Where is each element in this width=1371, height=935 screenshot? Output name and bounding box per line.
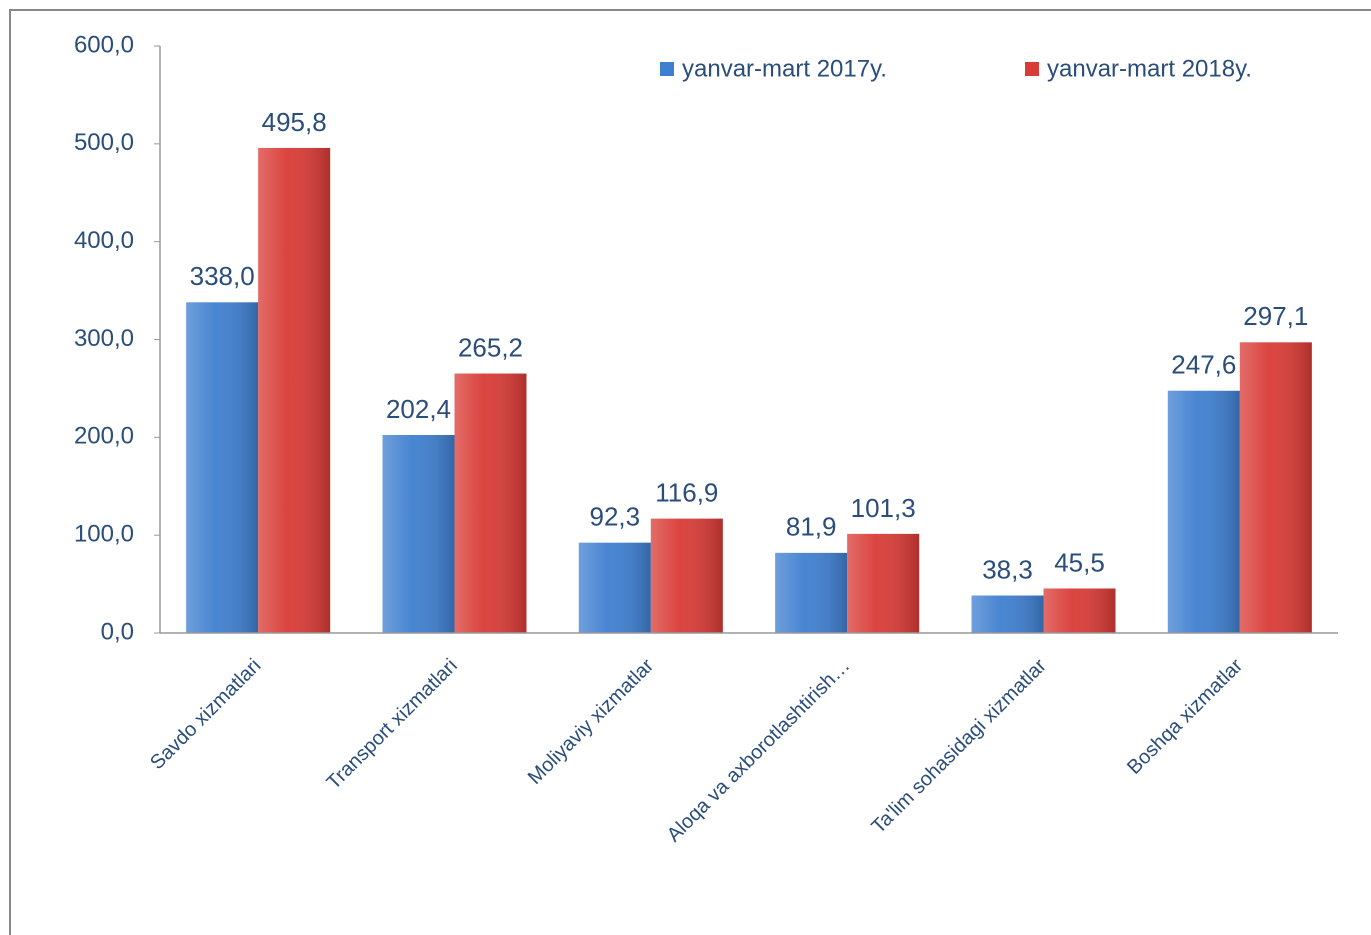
data-label: 45,5	[1054, 547, 1105, 577]
y-tick-label: 600,0	[74, 31, 134, 58]
y-tick-label: 200,0	[74, 423, 134, 450]
legend-label: yanvar-mart 2018y.	[1047, 55, 1252, 82]
data-label: 495,8	[262, 107, 327, 137]
legend-swatch	[1025, 62, 1039, 76]
y-tick-label: 500,0	[74, 129, 134, 156]
y-tick-label: 400,0	[74, 227, 134, 254]
x-tick-label: Ta'lim sohasidagi xizmatlar	[867, 654, 1051, 838]
bar-shade	[971, 595, 1044, 633]
frame	[9, 9, 1371, 935]
y-tick-label: 300,0	[74, 325, 134, 352]
data-label: 265,2	[458, 332, 523, 362]
bar-shade	[1239, 342, 1312, 633]
bar-shade	[1043, 588, 1116, 633]
data-label: 297,1	[1243, 301, 1308, 331]
y-tick-label: 0,0	[101, 618, 134, 645]
data-label: 338,0	[190, 261, 255, 291]
x-tick-label: Boshqa xizmatlar	[1123, 654, 1247, 778]
data-label: 116,9	[655, 478, 718, 508]
data-label: 202,4	[386, 394, 451, 424]
bar-shade	[258, 147, 331, 634]
bar-shade	[1167, 390, 1240, 633]
data-label: 38,3	[982, 554, 1033, 584]
x-tick-label: Savdo xizmatlari	[146, 655, 265, 774]
data-label: 92,3	[590, 502, 641, 532]
x-tick-label: Transport xizmatlari	[323, 655, 462, 794]
bar-shade	[775, 552, 848, 633]
bar-shade	[186, 302, 259, 633]
data-label: 101,3	[851, 493, 916, 523]
bar-shade	[454, 373, 527, 633]
legend-label: yanvar-mart 2017y.	[682, 55, 887, 82]
bar-shade	[382, 434, 455, 633]
bar-shade	[650, 518, 723, 633]
x-tick-label: Moliyaviy xizmatlar	[524, 654, 658, 788]
data-label: 81,9	[786, 512, 837, 542]
legend-swatch	[660, 62, 674, 76]
data-label: 247,6	[1171, 350, 1236, 380]
y-tick-label: 100,0	[74, 521, 134, 548]
bar-shade	[847, 533, 920, 633]
x-tick-label: Aloqa va axborotlashtirish…	[663, 655, 855, 847]
bar-shade	[578, 542, 651, 633]
